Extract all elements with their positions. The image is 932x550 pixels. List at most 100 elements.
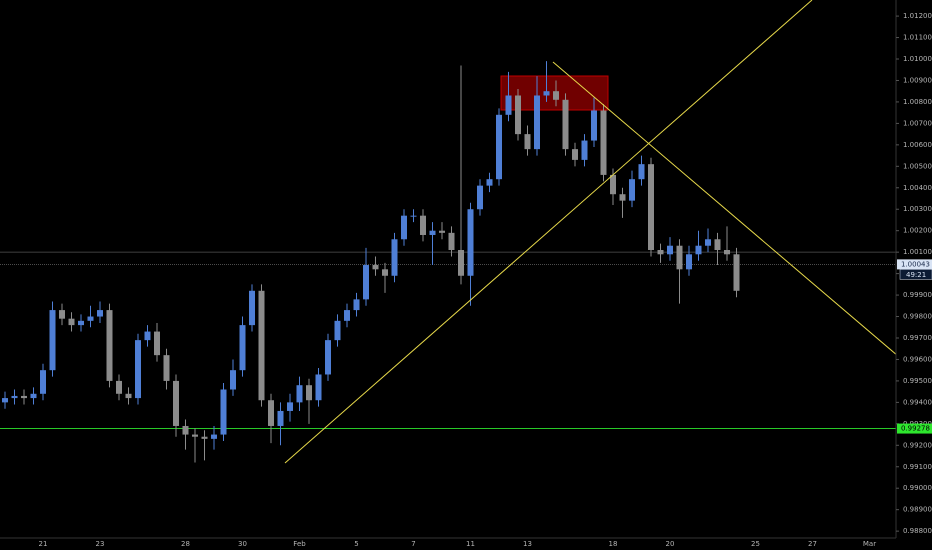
- candle-body: [154, 331, 160, 356]
- x-tick-label: 23: [96, 540, 105, 548]
- candle-body: [353, 299, 360, 311]
- candle-body: [344, 310, 350, 321]
- candle-body: [144, 331, 151, 341]
- current-price-label: 1.00043: [901, 260, 930, 268]
- support-label: 0.99278: [901, 425, 930, 433]
- x-tick-label: 11: [466, 540, 475, 548]
- candle-body: [534, 95, 540, 150]
- x-tick-label: 7: [411, 540, 415, 548]
- candle-body: [249, 290, 255, 326]
- countdown-tag: [899, 269, 932, 280]
- candle-body: [733, 254, 740, 291]
- candle-body: [705, 239, 711, 246]
- candle-body: [467, 209, 474, 276]
- candle-body: [296, 385, 303, 403]
- y-tick-label: 1.00900: [903, 76, 932, 84]
- candle-body: [401, 215, 407, 240]
- candle-body: [714, 239, 721, 251]
- candle-body: [638, 164, 645, 180]
- y-tick-label: 0.99800: [903, 313, 932, 321]
- x-tick-label: 21: [39, 540, 48, 548]
- trendline-down: [552, 61, 899, 357]
- candle-body: [211, 434, 217, 439]
- candle-body: [106, 310, 113, 381]
- y-tick-label: 1.00800: [903, 98, 932, 106]
- candle-body: [572, 149, 578, 160]
- candle-body: [410, 215, 417, 217]
- candle-body: [2, 398, 8, 403]
- candle-body: [230, 370, 236, 390]
- candle-body: [11, 395, 18, 399]
- candle-body: [315, 374, 322, 401]
- y-tick-label: 1.01000: [903, 55, 932, 63]
- candles: [2, 61, 740, 463]
- candle-body: [268, 400, 274, 426]
- candle-body: [372, 265, 379, 270]
- candle-body: [325, 340, 331, 375]
- candle-body: [78, 320, 84, 326]
- candle-body: [676, 245, 683, 270]
- candle-body: [448, 232, 455, 251]
- x-tick-label: Feb: [293, 540, 306, 548]
- candle-body: [524, 134, 531, 150]
- candle-body: [201, 436, 208, 439]
- candle-body: [496, 114, 502, 180]
- x-tick-label: Mar: [863, 540, 876, 548]
- y-tick-label: 0.99200: [903, 441, 932, 449]
- y-tick-label: 0.99900: [903, 291, 932, 299]
- y-tick-label: 0.98800: [903, 527, 932, 535]
- candle-body: [258, 290, 265, 401]
- candle-body: [87, 316, 94, 321]
- candle-body: [600, 110, 607, 175]
- candle-body: [429, 230, 436, 235]
- x-tick-label: 5: [354, 540, 358, 548]
- y-tick-label: 0.99500: [903, 377, 932, 385]
- x-tick-label: 13: [523, 540, 532, 548]
- x-tick-label: 30: [238, 540, 247, 548]
- candle-body: [391, 239, 398, 276]
- y-tick-label: 1.00400: [903, 184, 932, 192]
- candle-body: [97, 310, 103, 317]
- candle-body: [40, 370, 46, 394]
- x-tick-label: 18: [609, 540, 618, 548]
- candle-body: [724, 250, 730, 255]
- candle-body: [277, 410, 284, 426]
- candle-body: [486, 179, 493, 186]
- candle-body: [163, 355, 170, 381]
- candle-body: [543, 91, 550, 96]
- y-tick-label: 0.99100: [903, 463, 932, 471]
- y-tick-label: 0.99400: [903, 398, 932, 406]
- candle-body: [125, 393, 132, 399]
- candle-body: [68, 318, 75, 326]
- candle-body: [192, 434, 198, 437]
- candle-body: [505, 95, 512, 115]
- candle-body: [59, 310, 65, 319]
- y-tick-label: 0.99600: [903, 355, 932, 363]
- candle-body: [439, 230, 445, 233]
- y-tick-label: 1.00500: [903, 162, 932, 170]
- y-tick-label: 0.99000: [903, 484, 932, 492]
- y-tick-label: 0.98900: [903, 506, 932, 514]
- candle-body: [21, 395, 27, 399]
- candle-body: [30, 393, 37, 399]
- candle-body: [581, 140, 588, 160]
- y-tick-label: 0.99700: [903, 334, 932, 342]
- reference-lines: [0, 251, 896, 429]
- candle-body: [458, 250, 464, 276]
- candle-body: [116, 380, 122, 394]
- current-price-tag: [897, 259, 932, 270]
- y-tick-label: 1.01100: [903, 34, 932, 42]
- x-tick-label: 20: [666, 540, 675, 548]
- candle-body: [657, 250, 664, 255]
- candle-body: [173, 380, 179, 426]
- candle-body: [135, 340, 141, 399]
- candle-body: [306, 385, 312, 401]
- candle-body: [287, 402, 293, 411]
- candle-body: [363, 265, 369, 300]
- candle-body: [562, 99, 569, 150]
- x-tick-label: 28: [181, 540, 190, 548]
- trendline-up: [284, 0, 813, 464]
- y-tick-label: 1.01200: [903, 12, 932, 20]
